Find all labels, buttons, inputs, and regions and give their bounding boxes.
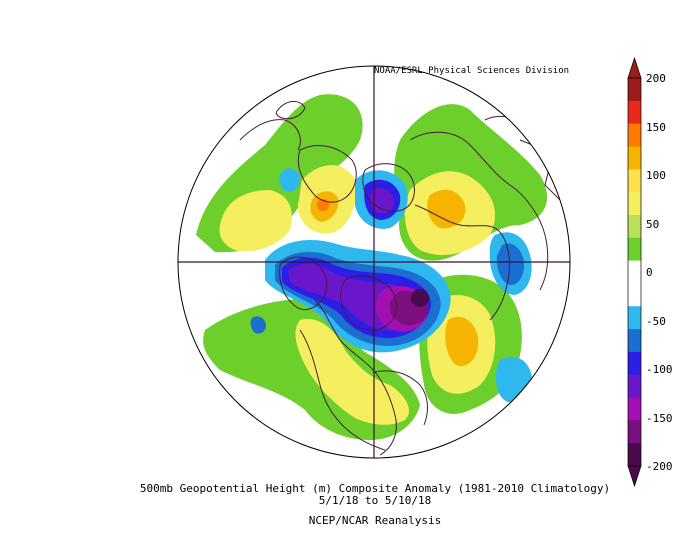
- color-bar-segment: [628, 100, 641, 125]
- color-bar-label: 0: [646, 266, 653, 279]
- color-bar-label: -50: [646, 314, 666, 328]
- color-bar-label: 50: [646, 217, 660, 231]
- color-bar-min-arrow: [627, 465, 642, 488]
- color-bar-label: 200: [646, 72, 666, 85]
- negative-anomaly-greenland-sea-deep: [370, 188, 395, 214]
- negative-anomaly-small-blue: [250, 316, 266, 334]
- color-bar-segment: [628, 192, 641, 216]
- color-bar-segment: [628, 169, 641, 193]
- color-bar: [627, 56, 642, 488]
- color-bar-label: 150: [646, 120, 666, 134]
- credit-text: NOAA/ESRL Physical Sciences Division: [374, 66, 570, 76]
- orange-anomaly-siberia: [427, 189, 466, 229]
- color-bar-segment: [628, 351, 641, 376]
- color-bar-segment: [628, 237, 641, 262]
- color-bar-segment: [628, 420, 641, 444]
- color-bar-label: -200: [646, 460, 673, 473]
- graticule: [178, 66, 570, 458]
- data-source: NCEP/NCAR Reanalysis: [308, 514, 442, 527]
- yellow-anomaly-atlantic: [219, 190, 292, 252]
- color-bar-segment: [628, 397, 641, 421]
- color-bar-segment: [628, 260, 641, 284]
- negative-anomaly-peak: [411, 289, 429, 307]
- color-bar-segment: [628, 283, 641, 307]
- color-bar-segment: [628, 78, 641, 102]
- color-bar-segment: [628, 374, 641, 399]
- color-bar-label: 100: [646, 169, 666, 182]
- orange-anomaly-pacific: [445, 316, 479, 367]
- map-border: [177, 65, 571, 459]
- color-bar-segment: [628, 443, 641, 467]
- color-bar-max-arrow: [627, 56, 642, 79]
- anomaly-field: [196, 94, 561, 456]
- color-bar-segment: [628, 329, 641, 353]
- yellow-anomaly-north-america: [295, 319, 410, 425]
- map-title: 500mb Geopotential Height (m) Composite …: [139, 482, 611, 495]
- date-range: 5/1/18 to 5/10/18: [318, 494, 432, 507]
- color-bar-segment: [628, 146, 641, 170]
- color-bar-segment: [628, 123, 641, 147]
- negative-anomaly-kamchatka-core: [496, 243, 525, 286]
- color-bar-label: -150: [646, 411, 673, 425]
- color-bar-segment: [628, 306, 641, 330]
- negative-anomaly-small-cyan: [279, 168, 301, 192]
- peak-positive-anomaly: [317, 199, 329, 211]
- color-bar-label: -100: [646, 363, 673, 376]
- color-bar-segment: [628, 214, 641, 239]
